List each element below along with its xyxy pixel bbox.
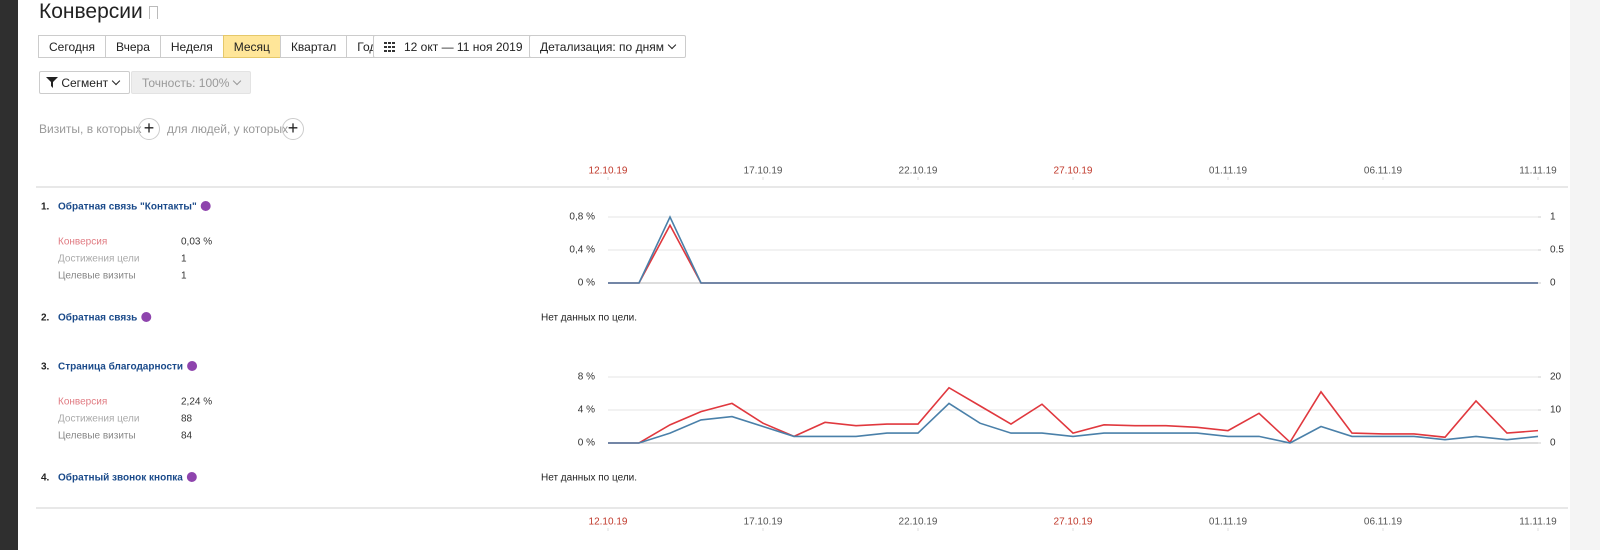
goal-number: 3.: [41, 362, 50, 373]
metric-label: Целевые визиты: [58, 431, 136, 442]
period-button[interactable]: Месяц: [222, 35, 281, 58]
y2-tick-label: 1: [1550, 212, 1556, 223]
metric-label: Конверсия: [58, 397, 107, 408]
detail-button[interactable]: Детализация: по дням: [529, 35, 686, 58]
y-tick-label: 0,4 %: [569, 245, 595, 256]
calendar-icon: [384, 42, 395, 52]
series-line: [608, 223, 1538, 284]
period-button[interactable]: Сегодня: [38, 35, 106, 58]
filter-icon: [46, 77, 58, 88]
y2-tick-label: 0: [1550, 278, 1556, 289]
series-line: [608, 386, 1539, 444]
y2-tick-label: 0: [1550, 438, 1556, 449]
date-tick-label: 27.10.19: [1054, 166, 1093, 177]
date-tick-label: 17.10.19: [744, 166, 783, 177]
y-tick-label: 0 %: [578, 278, 595, 289]
goal-type-icon: [186, 472, 197, 482]
metric-value: 2,24 %: [181, 397, 212, 408]
date-tick-label: 11.11.19: [1519, 166, 1557, 177]
y2-tick-label: 0.5: [1550, 245, 1564, 256]
series-line: [608, 215, 1538, 284]
series-line: [608, 402, 1539, 444]
scrollbar[interactable]: [1570, 0, 1600, 550]
y2-tick-label: 20: [1550, 372, 1562, 383]
date-tick-label: 12.10.19: [589, 517, 628, 528]
date-tick-label: 01.11.19: [1209, 166, 1248, 177]
metric-label: Достижения цели: [58, 414, 139, 425]
metric-label: Достижения цели: [58, 254, 139, 265]
date-range: 12 окт — 11 ноя 2019: [404, 40, 523, 54]
page-title: Конверсии: [39, 0, 143, 23]
date-tick-label: 27.10.19: [1054, 517, 1093, 528]
y2-tick-label: 10: [1550, 405, 1562, 416]
no-data: Нет данных по цели.: [541, 473, 637, 484]
goal-name[interactable]: Обратная связь: [58, 312, 137, 324]
y-tick-label: 0,8 %: [569, 212, 595, 223]
goal-name[interactable]: Обратный звонок кнопка: [58, 472, 183, 484]
date-tick-label: 22.10.19: [899, 166, 938, 177]
metric-value: 88: [181, 414, 193, 425]
period-button[interactable]: Квартал: [279, 35, 348, 58]
accuracy-button[interactable]: Точность: 100%: [131, 71, 252, 94]
date-tick-label: 22.10.19: [899, 517, 938, 528]
goal-number: 2.: [41, 313, 50, 324]
y-tick-label: 0 %: [578, 438, 595, 449]
period-button[interactable]: Неделя: [159, 35, 224, 58]
date-tick-label: 17.10.19: [744, 517, 783, 528]
metric-value: 0,03 %: [181, 237, 212, 248]
date-tick-label: 06.11.19: [1364, 517, 1403, 528]
goal-name[interactable]: Обратная связь "Контакты": [58, 201, 197, 213]
goal-name[interactable]: Страница благодарности: [58, 361, 183, 373]
y-tick-label: 4 %: [578, 405, 595, 416]
date-tick-label: 06.11.19: [1364, 166, 1403, 177]
goal-type-icon: [141, 312, 152, 322]
date-tick-label: 01.11.19: [1209, 517, 1248, 528]
goal-type-icon: [187, 361, 198, 371]
sidebar: [0, 0, 18, 550]
no-data: Нет данных по цели.: [541, 313, 637, 324]
detail-label: Детализация: по дням: [540, 40, 664, 54]
add-people-filter[interactable]: +: [282, 118, 304, 140]
y-tick-label: 8 %: [578, 372, 595, 383]
metric-value: 84: [181, 431, 193, 442]
date-range-button[interactable]: 12 окт — 11 ноя 2019: [373, 35, 534, 58]
filter-visits: Визиты, в которых: [39, 122, 142, 136]
metric-value: 1: [181, 271, 187, 282]
goal-type-icon: [200, 201, 211, 211]
segment-label: Сегмент: [61, 76, 109, 90]
add-visit-filter[interactable]: +: [138, 118, 160, 140]
goal-number: 4.: [41, 473, 50, 484]
period-group: Сегодня Вчера Неделя Месяц Квартал Год: [38, 35, 388, 58]
goal-number: 1.: [41, 202, 50, 213]
metric-label: Конверсия: [58, 237, 107, 248]
date-tick-label: 12.10.19: [589, 166, 628, 177]
bookmark-icon[interactable]: [149, 6, 158, 19]
date-tick-label: 11.11.19: [1519, 517, 1557, 528]
period-button[interactable]: Вчера: [105, 35, 161, 58]
metric-value: 1: [181, 254, 187, 265]
segment-button[interactable]: Сегмент: [39, 71, 131, 94]
filter-people: для людей, у которых: [167, 122, 289, 136]
accuracy-label: Точность: 100%: [142, 76, 230, 90]
metric-label: Целевые визиты: [58, 271, 136, 282]
